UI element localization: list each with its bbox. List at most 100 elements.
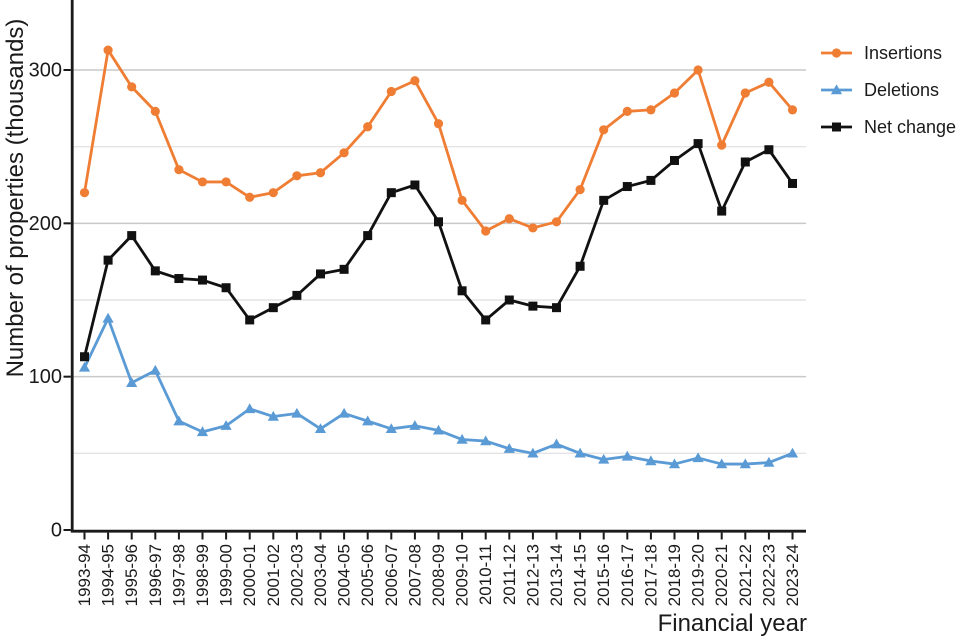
x-tick-label: 2001-02: [264, 544, 283, 606]
data-point-insertions: [787, 105, 798, 115]
x-tick-label: 2004-05: [335, 544, 354, 606]
x-tick-label: 2010-11: [476, 544, 495, 605]
data-point-net-change: [457, 286, 467, 296]
y-tick-label: 100: [29, 366, 62, 388]
data-point-deletions: [692, 452, 704, 463]
data-point-deletions: [149, 364, 161, 375]
data-point-insertions: [268, 188, 278, 198]
data-point-net-change: [764, 145, 774, 155]
data-point-deletions: [739, 458, 751, 469]
data-point-deletions: [102, 312, 114, 323]
data-point-deletions: [480, 435, 492, 446]
series-line-insertions: [83, 48, 794, 233]
data-point-deletions: [314, 423, 327, 433]
x-tick-label: 2008-09: [429, 544, 448, 606]
x-tick-label: 2016-17: [618, 544, 637, 606]
data-point-deletions: [527, 447, 539, 458]
data-point-deletions: [550, 438, 563, 449]
data-point-insertions: [245, 192, 255, 202]
data-point-insertions: [174, 165, 184, 175]
data-point-insertions: [740, 88, 750, 98]
data-point-insertions: [386, 86, 396, 97]
data-point-net-change: [717, 206, 727, 216]
data-point-insertions: [127, 82, 137, 92]
data-point-net-change: [788, 178, 797, 188]
data-point-deletions: [291, 407, 303, 418]
data-point-insertions: [292, 171, 302, 181]
x-tick-label: 2013-14: [547, 544, 566, 606]
data-point-deletions: [598, 453, 610, 464]
data-point-net-change: [80, 352, 89, 362]
data-point-deletions: [385, 423, 397, 433]
data-point-deletions: [409, 420, 421, 430]
x-tick-label: 2000-01: [240, 544, 259, 606]
data-point-net-change: [174, 274, 184, 284]
x-tick-label: 2011-12: [500, 544, 519, 605]
data-point-deletions: [716, 458, 728, 469]
data-point-deletions: [173, 415, 185, 426]
x-tick-label: 2012-13: [523, 544, 542, 606]
data-point-deletions: [244, 403, 256, 414]
data-point-net-change: [292, 290, 302, 300]
data-point-net-change: [646, 175, 656, 185]
data-point-insertions: [79, 188, 90, 198]
data-point-net-change: [504, 295, 514, 305]
data-point-insertions: [622, 106, 632, 116]
data-point-net-change: [150, 266, 160, 276]
x-tick-label: 2022-23: [759, 544, 778, 606]
x-tick-label: 1994-95: [99, 544, 118, 606]
data-point-insertions: [221, 177, 231, 187]
x-tick-label: 1996-97: [146, 544, 165, 606]
legend-label: Insertions: [864, 43, 942, 63]
data-point-insertions: [481, 226, 491, 236]
data-point-net-change: [622, 182, 632, 192]
data-point-insertions: [339, 148, 349, 158]
x-tick-label: 1993-94: [75, 544, 94, 606]
x-tick-label: 1999-00: [217, 544, 236, 606]
data-point-insertions: [528, 223, 538, 233]
data-point-net-change: [481, 315, 491, 325]
data-point-insertions: [717, 140, 727, 150]
data-point-net-change: [316, 269, 325, 279]
x-tick-label: 1997-98: [169, 544, 188, 606]
data-point-deletions: [763, 456, 775, 467]
data-point-net-change: [575, 261, 585, 271]
data-point-deletions: [786, 447, 799, 458]
data-point-deletions: [78, 361, 91, 372]
data-point-insertions: [764, 77, 774, 87]
x-tick-label: 1998-99: [193, 544, 212, 606]
data-point-insertions: [646, 105, 656, 115]
data-point-net-change: [434, 217, 443, 227]
x-tick-label: 2005-06: [358, 544, 377, 606]
data-point-deletions: [338, 407, 350, 418]
x-tick-label: 2018-19: [665, 544, 684, 606]
x-tick-label: 1995-96: [122, 544, 141, 606]
data-point-deletions: [621, 450, 633, 461]
data-point-insertions: [551, 217, 562, 227]
data-point-insertions: [457, 195, 467, 205]
y-tick-label: 200: [29, 213, 62, 235]
x-tick-label: 2020-21: [712, 544, 731, 606]
data-point-net-change: [339, 264, 349, 274]
data-point-insertions: [599, 125, 609, 135]
data-point-deletions: [126, 377, 138, 387]
data-point-deletions: [267, 410, 279, 421]
x-tick-label: 2015-16: [594, 544, 613, 606]
data-point-insertions: [433, 119, 444, 129]
data-point-net-change: [363, 231, 373, 241]
data-point-net-change: [599, 195, 609, 205]
data-point-net-change: [552, 303, 561, 313]
x-tick-label: 2003-04: [311, 544, 330, 606]
data-point-insertions: [410, 76, 420, 86]
data-point-deletions: [220, 420, 232, 430]
data-point-insertions: [693, 65, 703, 75]
data-point-net-change: [670, 155, 679, 165]
x-tick-label: 2023-24: [783, 544, 802, 606]
data-point-net-change: [386, 188, 396, 198]
x-tick-label: 2019-20: [689, 544, 708, 606]
data-point-deletions: [668, 458, 681, 469]
x-axis-title: Financial year: [657, 610, 807, 637]
x-tick-label: 2002-03: [287, 544, 306, 606]
y-tick-label: 300: [29, 60, 62, 82]
